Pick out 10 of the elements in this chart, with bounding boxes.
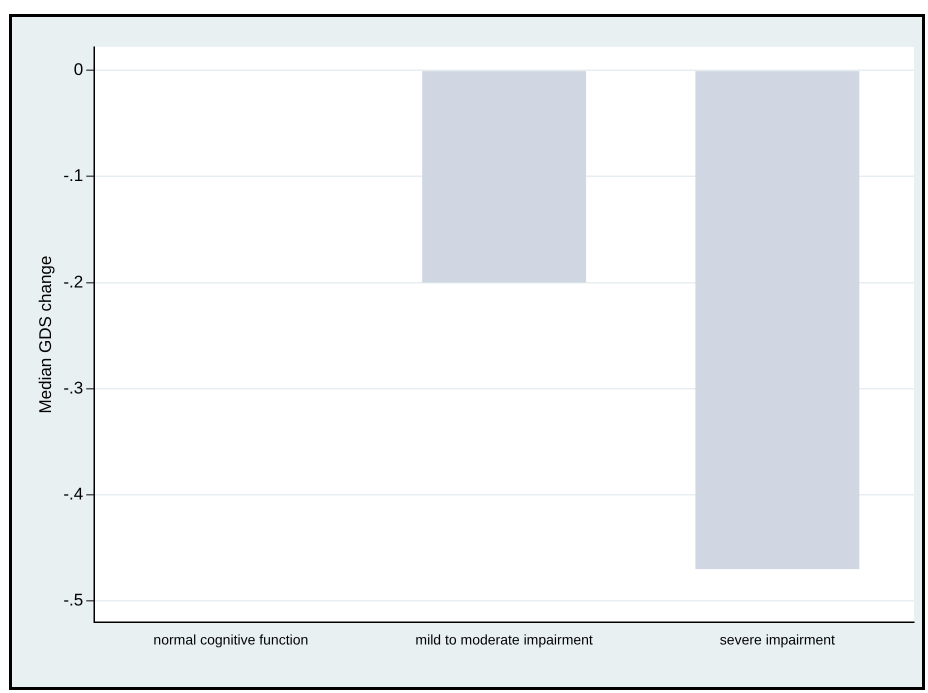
- y-axis-title: Median GDS change: [36, 256, 55, 414]
- y-tick-label: -.2: [63, 272, 84, 292]
- y-tick-label: -.3: [63, 378, 84, 398]
- y-tick-label: -.4: [63, 484, 84, 504]
- y-tick-label: -.5: [63, 590, 84, 610]
- x-tick-label: normal cognitive function: [153, 631, 308, 648]
- y-tick-label: -.1: [63, 166, 84, 186]
- x-tick-label: mild to moderate impairment: [415, 631, 593, 648]
- x-tick-label: severe impairment: [720, 631, 836, 648]
- y-tick-label: 0: [74, 60, 84, 80]
